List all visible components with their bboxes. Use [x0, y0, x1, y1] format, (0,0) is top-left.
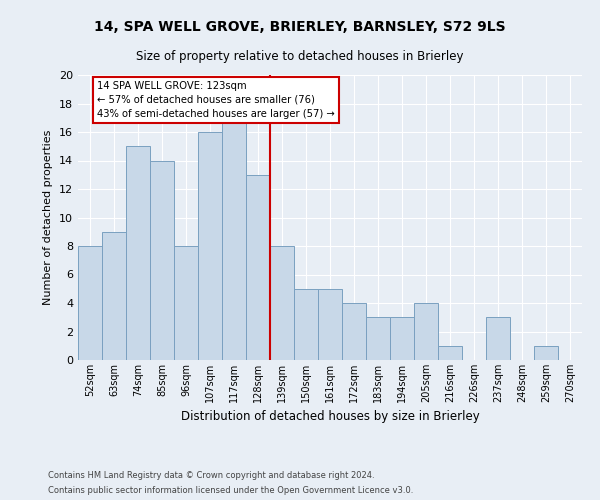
Bar: [366, 318, 390, 360]
Bar: [342, 303, 366, 360]
Bar: [486, 318, 510, 360]
Text: 14 SPA WELL GROVE: 123sqm
← 57% of detached houses are smaller (76)
43% of semi-: 14 SPA WELL GROVE: 123sqm ← 57% of detac…: [97, 80, 335, 118]
Bar: [414, 303, 438, 360]
Bar: [438, 346, 462, 360]
X-axis label: Distribution of detached houses by size in Brierley: Distribution of detached houses by size …: [181, 410, 479, 424]
Bar: [534, 346, 558, 360]
Bar: [174, 246, 198, 360]
Bar: [294, 289, 318, 360]
Bar: [198, 132, 222, 360]
Text: Contains HM Land Registry data © Crown copyright and database right 2024.: Contains HM Land Registry data © Crown c…: [48, 471, 374, 480]
Bar: [78, 246, 102, 360]
Text: Size of property relative to detached houses in Brierley: Size of property relative to detached ho…: [136, 50, 464, 63]
Bar: [390, 318, 414, 360]
Bar: [126, 146, 150, 360]
Text: 14, SPA WELL GROVE, BRIERLEY, BARNSLEY, S72 9LS: 14, SPA WELL GROVE, BRIERLEY, BARNSLEY, …: [94, 20, 506, 34]
Bar: [102, 232, 126, 360]
Bar: [270, 246, 294, 360]
Bar: [222, 118, 246, 360]
Bar: [318, 289, 342, 360]
Text: Contains public sector information licensed under the Open Government Licence v3: Contains public sector information licen…: [48, 486, 413, 495]
Bar: [246, 175, 270, 360]
Bar: [150, 160, 174, 360]
Y-axis label: Number of detached properties: Number of detached properties: [43, 130, 53, 305]
